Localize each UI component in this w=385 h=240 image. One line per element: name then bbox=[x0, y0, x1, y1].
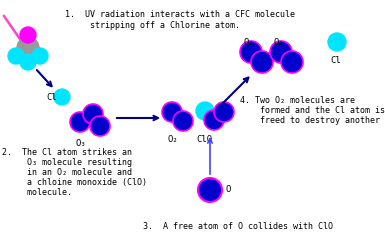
Text: O₂: O₂ bbox=[167, 135, 178, 144]
Circle shape bbox=[90, 116, 110, 136]
Circle shape bbox=[32, 48, 48, 64]
Circle shape bbox=[54, 89, 70, 105]
Circle shape bbox=[196, 102, 214, 120]
Circle shape bbox=[251, 51, 273, 73]
Circle shape bbox=[173, 111, 193, 131]
Circle shape bbox=[17, 37, 39, 59]
Circle shape bbox=[204, 110, 224, 130]
Text: 2.  The Cl atom strikes an: 2. The Cl atom strikes an bbox=[2, 148, 132, 157]
Text: freed to destroy another O₃.: freed to destroy another O₃. bbox=[240, 116, 385, 125]
Circle shape bbox=[281, 51, 303, 73]
Circle shape bbox=[70, 112, 90, 132]
Text: O₃ molecule resulting: O₃ molecule resulting bbox=[2, 158, 132, 167]
Text: Cl: Cl bbox=[330, 56, 341, 65]
Text: formed and the Cl atom is: formed and the Cl atom is bbox=[240, 106, 385, 115]
Text: O₃: O₃ bbox=[75, 139, 86, 148]
Text: Cl: Cl bbox=[46, 92, 57, 102]
Circle shape bbox=[162, 102, 182, 122]
Circle shape bbox=[214, 102, 234, 122]
Circle shape bbox=[20, 27, 36, 43]
Text: 3.  A free atom of O collides with ClO: 3. A free atom of O collides with ClO bbox=[143, 222, 333, 231]
Text: stripping off a Chlorine atom.: stripping off a Chlorine atom. bbox=[65, 21, 240, 30]
Text: 1.  UV radiation interacts with a CFC molecule: 1. UV radiation interacts with a CFC mol… bbox=[65, 10, 295, 19]
Circle shape bbox=[270, 41, 292, 63]
Text: O: O bbox=[226, 186, 231, 194]
Text: O₂: O₂ bbox=[244, 38, 255, 47]
Text: in an O₂ molecule and: in an O₂ molecule and bbox=[2, 168, 132, 177]
Circle shape bbox=[83, 104, 103, 124]
Text: 4. Two O₂ molecules are: 4. Two O₂ molecules are bbox=[240, 96, 355, 105]
Circle shape bbox=[8, 48, 24, 64]
Text: ClO: ClO bbox=[196, 135, 212, 144]
Circle shape bbox=[328, 33, 346, 51]
Circle shape bbox=[240, 41, 262, 63]
Circle shape bbox=[20, 54, 36, 70]
Text: molecule.: molecule. bbox=[2, 188, 72, 197]
Circle shape bbox=[198, 178, 222, 202]
Text: a chloine monoxide (ClO): a chloine monoxide (ClO) bbox=[2, 178, 147, 187]
Text: O₂: O₂ bbox=[274, 38, 285, 47]
